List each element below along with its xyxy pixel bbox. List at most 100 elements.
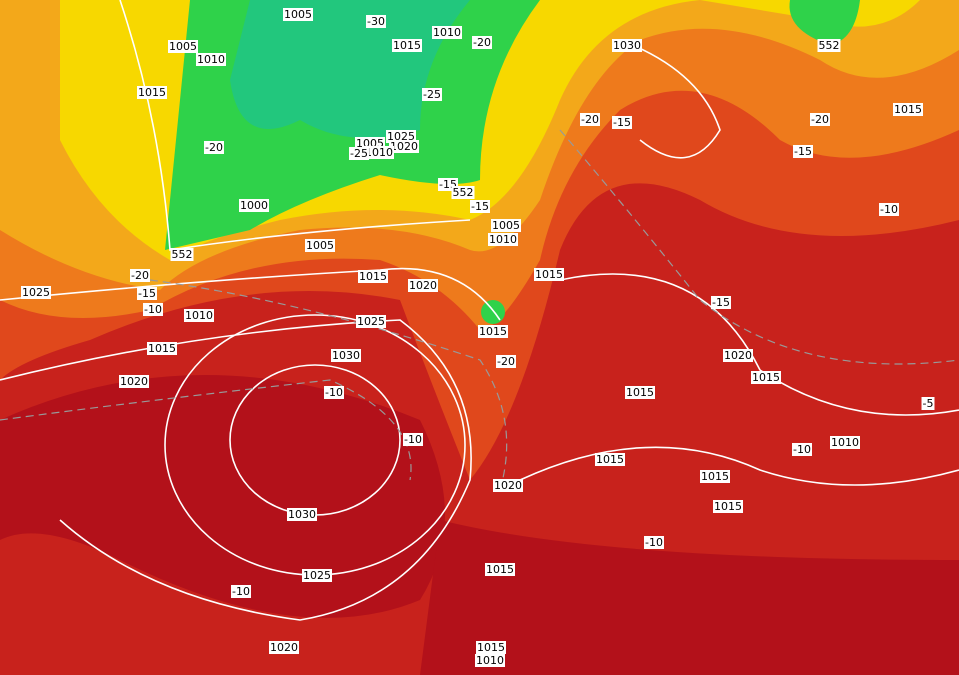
- label-box: [283, 8, 313, 21]
- label-box: [612, 116, 632, 129]
- contour-label: 1020: [390, 140, 418, 153]
- contour-label: -10: [880, 203, 898, 216]
- label-box: [366, 15, 386, 28]
- label-box: [432, 26, 462, 39]
- contour-label: 1005: [492, 219, 520, 232]
- contour-label: 1005: [169, 40, 197, 53]
- contour-label: -20: [811, 113, 829, 126]
- contour-label: -10: [645, 536, 663, 549]
- label-box: [534, 268, 564, 281]
- label-box: [700, 470, 730, 483]
- contour-label: -15: [613, 116, 631, 129]
- contour-label: -10: [144, 303, 162, 316]
- label-box: [168, 40, 198, 53]
- label-box: [239, 199, 269, 212]
- contour-label: -20: [497, 355, 515, 368]
- contour-label: 1015: [477, 641, 505, 654]
- contour-label: 1020: [270, 641, 298, 654]
- contour-label: 1025: [387, 130, 415, 143]
- label-box: [476, 641, 506, 654]
- contour-label: -20: [205, 141, 223, 154]
- label-box: [422, 88, 442, 101]
- label-box: [472, 36, 492, 49]
- label-box: [792, 443, 812, 456]
- label-box: [485, 563, 515, 576]
- label-box: [478, 325, 508, 338]
- field-dark: [420, 520, 959, 675]
- contour-label: -15: [138, 287, 156, 300]
- label-box: [879, 203, 899, 216]
- contour-label: 1010: [197, 53, 225, 66]
- field-teal: [230, 0, 470, 138]
- label-box: [147, 342, 177, 355]
- label-box: [475, 654, 505, 667]
- label-box: [269, 641, 299, 654]
- contour-label: 1030: [288, 508, 316, 521]
- contour-label: 1010: [365, 146, 393, 159]
- contour-label: -20: [131, 269, 149, 282]
- label-box: [305, 239, 335, 252]
- contour-label: 1025: [357, 315, 385, 328]
- contour-label: 1000: [240, 199, 268, 212]
- label-box: [817, 39, 841, 52]
- label-box: [723, 349, 753, 362]
- label-box: [408, 279, 438, 292]
- contour-label: 552: [172, 248, 193, 261]
- contour-label: -10: [404, 433, 422, 446]
- label-box: [595, 453, 625, 466]
- label-box: [364, 146, 394, 159]
- contour-label: 1015: [486, 563, 514, 576]
- label-box: [830, 436, 860, 449]
- contour-label: 1015: [138, 86, 166, 99]
- label-box: [392, 39, 422, 52]
- contour-label: 1015: [393, 39, 421, 52]
- label-box: [358, 270, 388, 283]
- label-box: [921, 397, 935, 410]
- contour-label: -20: [473, 36, 491, 49]
- label-box: [331, 349, 361, 362]
- contour-label: -30: [367, 15, 385, 28]
- contour-label: -20: [581, 113, 599, 126]
- label-box: [403, 433, 423, 446]
- label-box: [751, 371, 781, 384]
- label-box: [793, 145, 813, 158]
- contour-label: 1015: [479, 325, 507, 338]
- contour-label: 1015: [894, 103, 922, 116]
- contour-label: 1015: [701, 470, 729, 483]
- label-box: [143, 303, 163, 316]
- label-box: [488, 233, 518, 246]
- contour-label: -10: [325, 386, 343, 399]
- contour-label: 1015: [596, 453, 624, 466]
- label-box: [137, 86, 167, 99]
- contour-label: 1030: [332, 349, 360, 362]
- contour-label: 1010: [489, 233, 517, 246]
- contour-label: -5: [923, 397, 934, 410]
- label-box: [386, 130, 416, 143]
- contour-label: 1020: [120, 375, 148, 388]
- label-box: [349, 147, 369, 160]
- label-box: [137, 287, 157, 300]
- isotherms: [0, 129, 959, 491]
- contour-label: 1030: [613, 39, 641, 52]
- label-box: [496, 355, 516, 368]
- label-box: [21, 286, 51, 299]
- contour-label: 1015: [752, 371, 780, 384]
- label-box: [612, 39, 642, 52]
- contour-label: 1025: [22, 286, 50, 299]
- label-box: [302, 569, 332, 582]
- contour-label: 1015: [359, 270, 387, 283]
- field-green: [481, 300, 505, 324]
- contour-label: 1010: [185, 309, 213, 322]
- contour-label: 1010: [433, 26, 461, 39]
- field-green: [789, 0, 860, 45]
- contour-label: -15: [471, 200, 489, 213]
- label-box: [625, 386, 655, 399]
- label-box: [356, 315, 386, 328]
- label-box: [287, 508, 317, 521]
- label-box: [491, 219, 521, 232]
- contour-label: 1010: [831, 436, 859, 449]
- label-box: [119, 375, 149, 388]
- label-box: [493, 479, 523, 492]
